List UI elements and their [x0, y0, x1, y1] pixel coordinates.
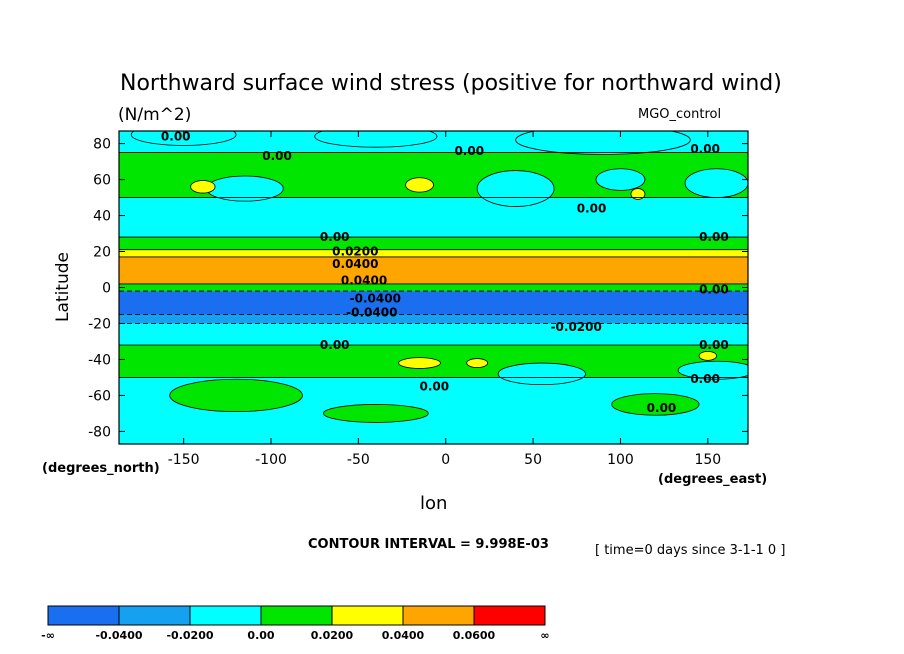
contour-patch-6 — [684, 168, 748, 198]
y-tick-label-3: 20 — [93, 245, 111, 261]
y-tick-label-8: -80 — [88, 424, 111, 440]
lat-band-8 — [119, 314, 748, 324]
colorbar-label-2: -0.0200 — [166, 629, 213, 642]
contour-patch-5 — [595, 168, 646, 191]
colorbar-label-7: ∞ — [540, 629, 549, 642]
contour-interval-label: CONTOUR INTERVAL = 9.998E-03 — [308, 537, 549, 552]
colorbar-swatch-4 — [331, 605, 404, 626]
colorbar: -∞ -0.0400 -0.0200 0.00 0.0200 0.0400 0.0600 ∞ — [41, 605, 550, 642]
contour-label-4: 0.00 — [577, 201, 607, 215]
contour-label-13: -0.0200 — [551, 320, 602, 334]
contour-label-10: 0.00 — [699, 282, 729, 296]
contour-label-9: 0.0400 — [341, 273, 387, 287]
lat-band-9 — [119, 323, 748, 346]
plot-area — [119, 131, 748, 444]
contour-label-8: 0.0400 — [332, 257, 378, 271]
contour-label-16: 0.00 — [420, 379, 450, 393]
contour-label-12: -0.0400 — [346, 306, 397, 320]
colorbar-swatch-6 — [473, 605, 546, 626]
y-tick-label-7: -60 — [88, 388, 111, 404]
x-tick-label-5: 100 — [607, 452, 634, 468]
contour-patch-0 — [130, 131, 237, 146]
lat-band-7 — [119, 291, 748, 315]
x-tick-label-2: -50 — [347, 452, 370, 468]
lat-band-2 — [119, 197, 748, 238]
contour-patch-2 — [515, 131, 691, 155]
x-tick-label-4: 50 — [524, 452, 542, 468]
contour-patch-11 — [323, 404, 429, 423]
contour-patch-14 — [677, 360, 748, 380]
contour-patch-17 — [698, 350, 717, 361]
colorbar-label-0: -∞ — [41, 629, 55, 642]
contour-label-11: -0.0400 — [350, 291, 401, 305]
latitude-bands — [119, 131, 748, 444]
x-tick-label-1: -100 — [255, 452, 287, 468]
y-axis-label: Latitude — [53, 252, 73, 322]
x-tick-label-6: 150 — [694, 452, 721, 468]
y-tick-label-0: 80 — [93, 137, 111, 153]
lat-band-6 — [119, 283, 748, 292]
y-tick-label-5: -20 — [88, 316, 111, 332]
units-label: (N/m^2) — [118, 105, 191, 125]
y-axis-ticks: 80 60 40 20 0 -20 -40 -60 -80 — [88, 137, 748, 440]
contour-label-15: 0.00 — [699, 338, 729, 352]
contour-label-2: 0.00 — [454, 144, 484, 158]
x-tick-label-0: -150 — [168, 452, 200, 468]
colorbar-swatch-1 — [118, 605, 191, 626]
contour-label-7: 0.0200 — [332, 245, 378, 259]
colorbar-label-6: 0.0600 — [453, 629, 496, 642]
contour-patch-4 — [476, 170, 555, 207]
contour-patch-13 — [497, 362, 586, 386]
lat-band-3 — [119, 237, 748, 250]
contour-patch-9 — [630, 188, 646, 200]
contour-label-5: 0.00 — [320, 230, 350, 244]
colorbar-label-4: 0.0200 — [311, 629, 354, 642]
chart-title: Northward surface wind stress (positive … — [120, 71, 782, 96]
contour-patch-8 — [405, 177, 434, 193]
contour-patch-16 — [466, 358, 489, 368]
lat-band-5 — [119, 256, 748, 284]
x-units-label: (degrees_east) — [658, 472, 767, 487]
dataset-label: MGO_control — [638, 107, 721, 122]
colorbar-label-5: 0.0400 — [382, 629, 425, 642]
contour-patch-12 — [611, 393, 700, 416]
contour-label-14: 0.00 — [320, 338, 350, 352]
contour-label-3: 0.00 — [690, 142, 720, 156]
contour-annotations: 0.000.00 0.00 0.000.000.00 0.000.02000.0400… — [161, 129, 729, 415]
x-axis-ticks: -150 -100 -50 0 50 100 150 — [168, 131, 721, 468]
y-tick-label-4: 0 — [102, 281, 111, 297]
colorbar-label-3: 0.00 — [247, 629, 274, 642]
contour-patch-1 — [314, 131, 438, 148]
colorbar-label-1: -0.0400 — [95, 629, 142, 642]
contour-label-18: 0.00 — [647, 401, 677, 415]
colorbar-swatch-0 — [47, 605, 120, 626]
contour-patch-15 — [398, 357, 441, 369]
contour-patch-10 — [169, 378, 303, 413]
contour-patch-7 — [190, 180, 216, 194]
contour-label-1: 0.00 — [262, 149, 292, 163]
y-units-label: (degrees_north) — [42, 461, 160, 476]
x-tick-label-3: 0 — [441, 452, 450, 468]
y-tick-label-2: 40 — [93, 209, 111, 225]
time-label: [ time=0 days since 3-1-1 0 ] — [595, 543, 785, 558]
contour-label-17: 0.00 — [690, 372, 720, 386]
y-tick-label-1: 60 — [93, 173, 111, 189]
colorbar-swatch-5 — [402, 605, 475, 626]
colorbar-swatch-2 — [189, 605, 262, 626]
y-tick-label-6: -40 — [88, 352, 111, 368]
contour-label-0: 0.00 — [161, 129, 191, 143]
x-axis-label: lon — [420, 493, 447, 514]
contour-lines — [119, 152, 748, 378]
lat-band-4 — [119, 249, 748, 257]
contour-label-6: 0.00 — [699, 230, 729, 244]
colorbar-swatch-3 — [260, 605, 333, 626]
contour-patches — [130, 131, 748, 423]
